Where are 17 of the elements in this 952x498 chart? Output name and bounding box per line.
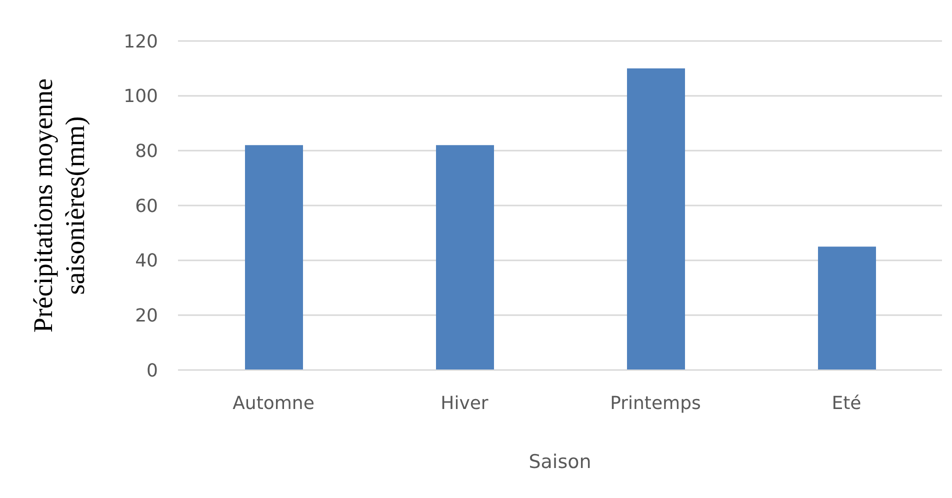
y-tick-label: 100 — [124, 86, 158, 108]
bar — [245, 145, 303, 370]
y-tick-label: 40 — [135, 250, 158, 272]
y-tick-label: 0 — [146, 360, 158, 382]
x-tick-label: Printemps — [610, 392, 701, 414]
bar — [627, 68, 685, 370]
bar — [818, 246, 876, 370]
y-tick-label: 60 — [135, 196, 158, 217]
x-axis-title: Saison — [528, 451, 592, 473]
bar — [436, 145, 494, 370]
y-axis-title: Précipitations moyenne saisonières(mm) — [28, 78, 90, 333]
x-tick-label: Eté — [832, 392, 862, 414]
x-tick-label: Hiver — [440, 392, 489, 414]
x-tick-label: Automne — [232, 392, 314, 414]
y-tick-label: 80 — [135, 141, 158, 162]
y-tick-label: 20 — [135, 306, 158, 327]
y-tick-label: 120 — [124, 31, 158, 52]
